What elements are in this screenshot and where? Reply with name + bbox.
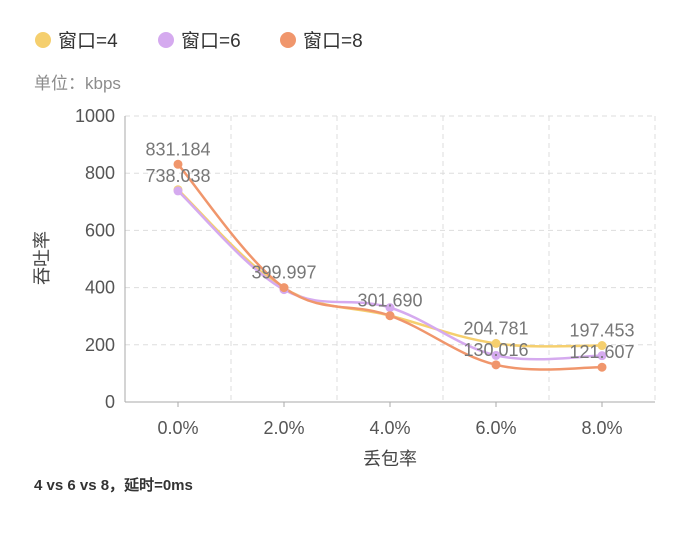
data-point	[491, 338, 501, 348]
data-point	[597, 341, 607, 351]
x-tick-label: 4.0%	[369, 418, 410, 438]
legend-label: 窗口=6	[181, 30, 241, 52]
data-point	[597, 351, 607, 361]
series-lines	[177, 163, 603, 371]
legend-label: 窗口=4	[58, 30, 118, 52]
data-label: 204.781	[463, 318, 528, 338]
data-label: 121.607	[569, 342, 634, 362]
unit-label: 单位：kbps	[34, 74, 121, 93]
data-label: 130.016	[463, 340, 528, 360]
x-tick-labels: 0.0% 2.0% 4.0% 6.0% 8.0%	[157, 418, 622, 438]
legend: 窗口=4 窗口=6 窗口=8	[35, 30, 363, 52]
y-axis-title: 吞吐率	[32, 231, 52, 285]
y-tick-label: 1000	[75, 106, 115, 126]
legend-label: 窗口=8	[303, 30, 363, 52]
x-tick-label: 0.0%	[157, 418, 198, 438]
grid	[125, 115, 656, 402]
data-point	[279, 283, 289, 293]
legend-marker	[158, 32, 174, 48]
data-point	[597, 362, 607, 372]
x-axis-title: 丢包率	[363, 449, 417, 469]
y-tick-label: 400	[85, 278, 115, 298]
y-tick-label: 600	[85, 220, 115, 240]
data-point	[173, 159, 183, 169]
data-point	[385, 303, 395, 313]
data-label: 399.997	[251, 263, 316, 283]
data-point	[491, 350, 501, 360]
y-tick-label: 200	[85, 335, 115, 355]
legend-marker	[35, 32, 51, 48]
data-labels: 204.781 197.453 738.038 831.184 399.997 301.6…	[145, 139, 634, 362]
series-points	[173, 159, 607, 372]
y-tick-label: 0	[105, 392, 115, 412]
series-line-0	[177, 188, 603, 348]
legend-marker	[280, 32, 296, 48]
y-tick-label: 800	[85, 163, 115, 183]
data-point	[385, 311, 395, 321]
data-label: 831.184	[145, 139, 210, 159]
series-line-1	[177, 190, 603, 361]
data-label: 301.690	[357, 291, 422, 311]
axes	[124, 116, 655, 407]
y-tick-labels: 0 200 400 600 800 1000	[75, 106, 115, 412]
chart-caption: 4 vs 6 vs 8，延时=0ms	[34, 477, 193, 494]
data-point	[491, 360, 501, 370]
x-tick-label: 8.0%	[581, 418, 622, 438]
series-line-2	[177, 163, 603, 371]
data-label: 197.453	[569, 321, 634, 341]
data-label: 738.038	[145, 166, 210, 186]
x-tick-label: 6.0%	[475, 418, 516, 438]
data-point	[173, 186, 183, 196]
x-tick-label: 2.0%	[263, 418, 304, 438]
